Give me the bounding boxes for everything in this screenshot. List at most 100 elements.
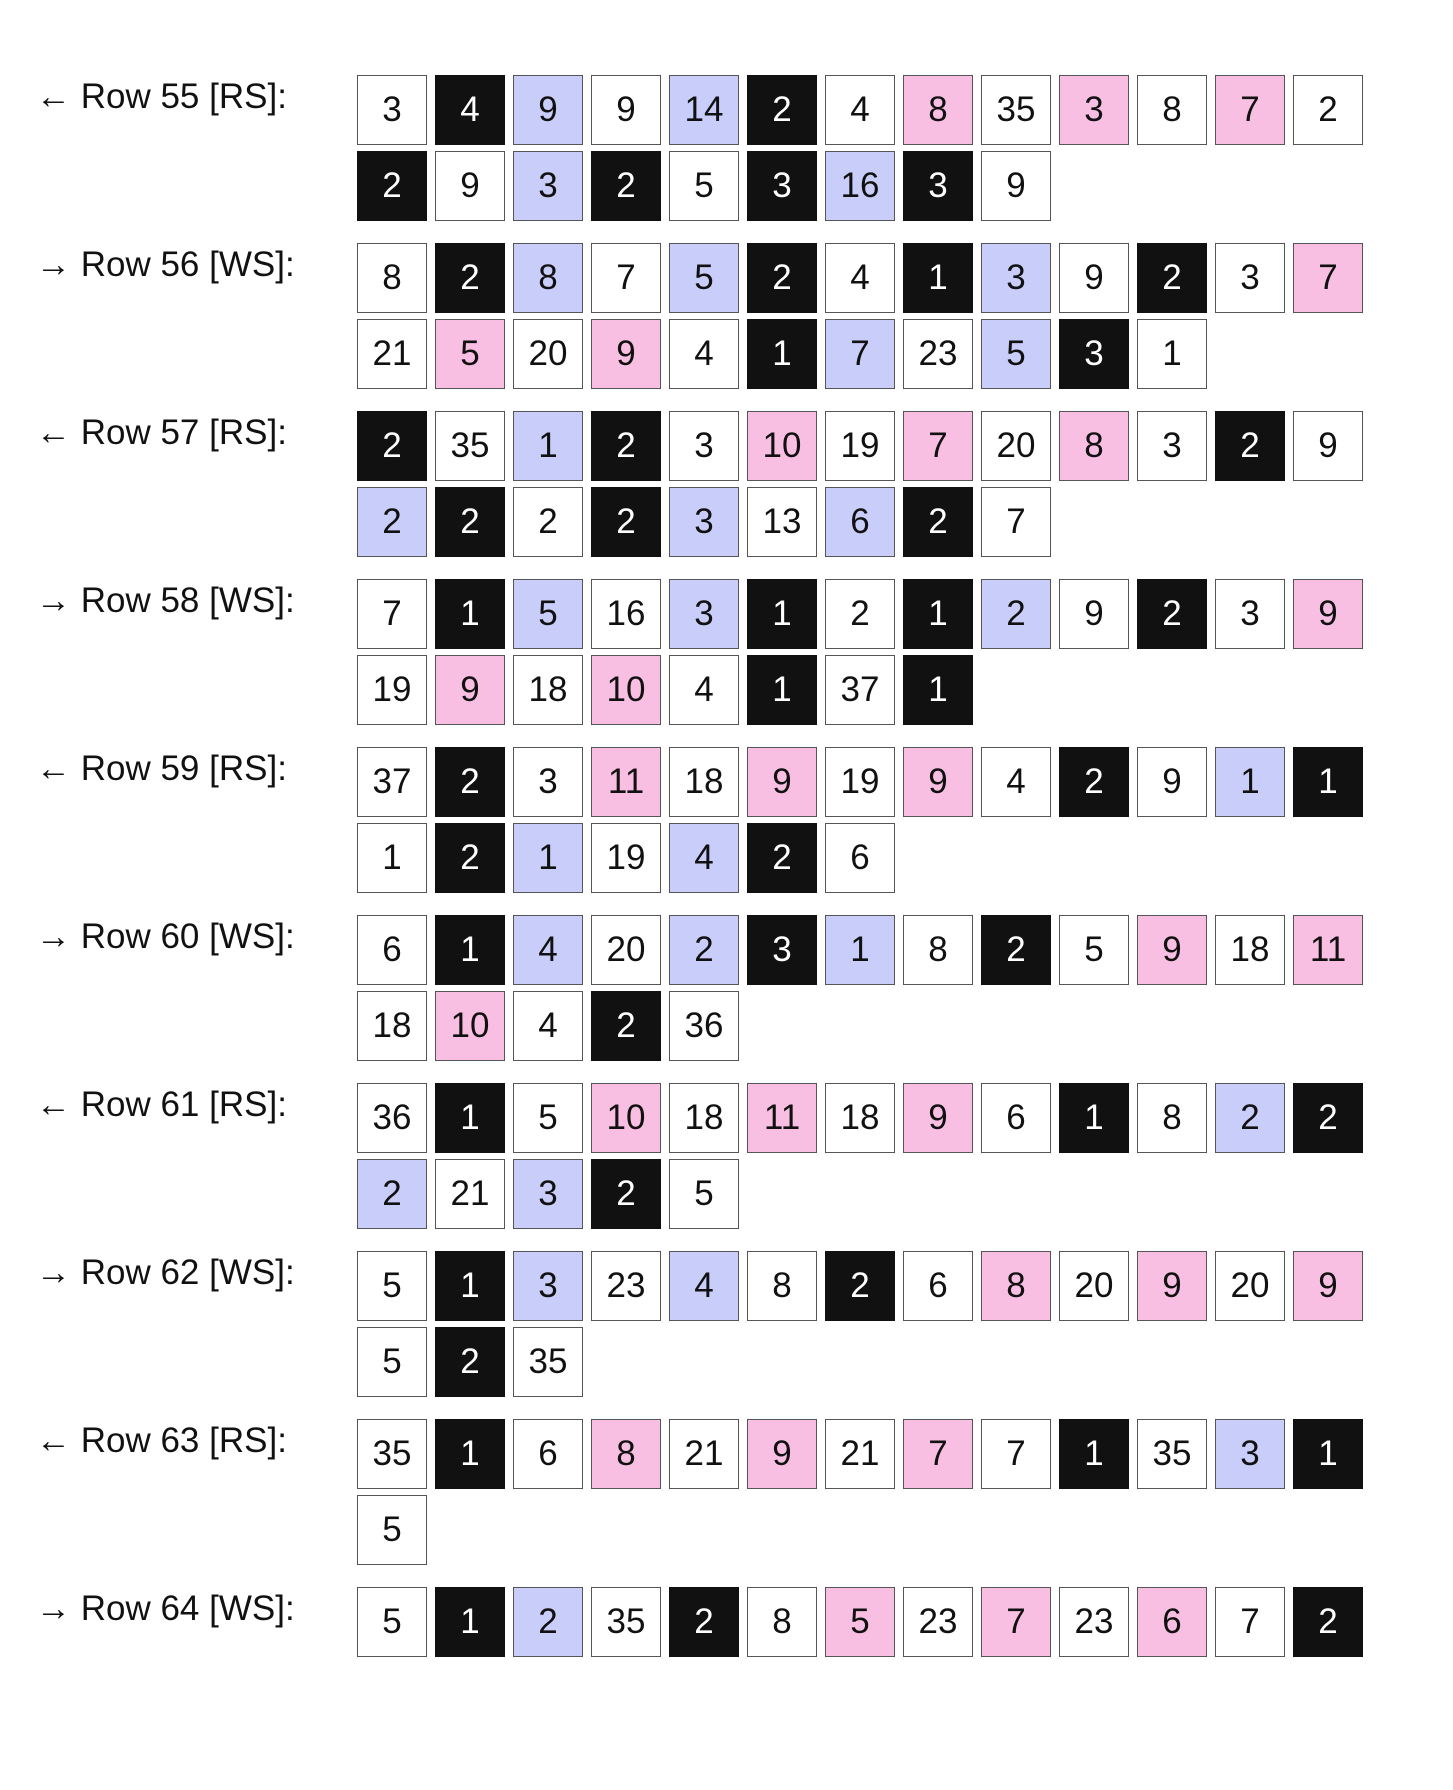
stitch-cell: 9 (1293, 579, 1363, 649)
stitch-cell: 2 (591, 991, 661, 1061)
stitch-cell: 1 (435, 1587, 505, 1657)
stitch-cell: 1 (903, 243, 973, 313)
stitch-cell: 5 (357, 1327, 427, 1397)
stitch-cell: 19 (825, 411, 895, 481)
row-group: → Row 56 [WS]: 8 2 8 7 5 2 4 1 3 9 2 3 7 21 5 20 9 4 1 7 23 5 3… (0, 243, 1373, 389)
row-group: → Row 60 [WS]: 6 1 4 20 2 3 1 8 2 5 9 18 11 18 10 4 2 36 (0, 915, 1373, 1061)
row-label: → Row 60 [WS]: (36, 917, 295, 956)
stitch-cell: 4 (669, 655, 739, 725)
row-group: ← Row 57 [RS]: 2 35 1 2 3 10 19 7 20 8 3 2 9 2 2 2 2 3 13 6 2… (0, 411, 1373, 557)
stitch-cell: 5 (669, 1159, 739, 1229)
stitch-cell: 8 (747, 1251, 817, 1321)
stitch-cell: 5 (669, 151, 739, 221)
stitch-cell: 3 (669, 579, 739, 649)
stitch-cell: 5 (669, 243, 739, 313)
stitch-cell: 5 (357, 1495, 427, 1565)
stitch-cell: 2 (1137, 243, 1207, 313)
stitch-cell: 9 (1059, 243, 1129, 313)
stitch-cell: 3 (357, 75, 427, 145)
stitch-cell: 1 (1293, 1419, 1363, 1489)
stitch-cell: 8 (903, 915, 973, 985)
stitch-cell: 6 (1137, 1587, 1207, 1657)
stitch-cell: 35 (513, 1327, 583, 1397)
stitch-cell: 2 (669, 1587, 739, 1657)
stitch-cell: 35 (357, 1419, 427, 1489)
stitch-cell: 2 (747, 823, 817, 893)
row-label: ← Row 61 [RS]: (36, 1085, 287, 1124)
stitch-cell: 7 (903, 411, 973, 481)
stitch-cell: 2 (747, 243, 817, 313)
stitch-cell: 19 (357, 655, 427, 725)
row-group: → Row 64 [WS]: 5 1 2 35 2 8 5 23 7 23 6 7 2 (0, 1587, 1373, 1657)
stitch-cell: 23 (1059, 1587, 1129, 1657)
row-label: ← Row 59 [RS]: (36, 749, 287, 788)
stitch-cells: 5 1 3 23 4 8 2 6 8 20 9 20 9 5 2 35 (357, 1251, 1373, 1397)
stitch-cell: 2 (1293, 1083, 1363, 1153)
stitch-cell: 5 (357, 1587, 427, 1657)
stitch-cell: 1 (435, 1083, 505, 1153)
stitch-cell: 8 (1059, 411, 1129, 481)
stitch-cell: 1 (435, 915, 505, 985)
stitch-cell: 3 (1215, 579, 1285, 649)
stitch-cell: 2 (825, 579, 895, 649)
stitch-cell: 3 (513, 747, 583, 817)
row-group: → Row 62 [WS]: 5 1 3 23 4 8 2 6 8 20 9 20 9 5 2 35 (0, 1251, 1373, 1397)
stitch-cell: 20 (513, 319, 583, 389)
row-label: ← Row 55 [RS]: (36, 77, 287, 116)
stitch-cell: 5 (357, 1251, 427, 1321)
stitch-cell: 36 (357, 1083, 427, 1153)
stitch-cell: 9 (747, 1419, 817, 1489)
row-label: → Row 58 [WS]: (36, 581, 295, 620)
stitch-cell: 1 (747, 319, 817, 389)
stitch-cell: 9 (903, 747, 973, 817)
stitch-cell: 2 (435, 243, 505, 313)
stitch-cell: 36 (669, 991, 739, 1061)
stitch-cell: 7 (981, 1419, 1051, 1489)
stitch-cell: 20 (981, 411, 1051, 481)
row-label: → Row 64 [WS]: (36, 1589, 295, 1628)
stitch-cells: 7 1 5 16 3 1 2 1 2 9 2 3 9 19 9 18 10 4 1 37 1 (357, 579, 1373, 725)
stitch-cell: 11 (747, 1083, 817, 1153)
stitch-cell: 3 (1059, 319, 1129, 389)
stitch-cell: 1 (435, 1419, 505, 1489)
stitch-cell: 10 (747, 411, 817, 481)
stitch-cell: 20 (591, 915, 661, 985)
stitch-cell: 35 (591, 1587, 661, 1657)
stitch-cell: 9 (903, 1083, 973, 1153)
stitch-cell: 20 (1215, 1251, 1285, 1321)
stitch-cell: 14 (669, 75, 739, 145)
stitch-cell: 2 (1293, 75, 1363, 145)
stitch-cell: 2 (1059, 747, 1129, 817)
stitch-cells: 36 1 5 10 18 11 18 9 6 1 8 2 2 2 21 3 2 5 (357, 1083, 1373, 1229)
stitch-cell: 1 (747, 655, 817, 725)
stitch-cell: 1 (1059, 1419, 1129, 1489)
knitting-chart: ← Row 55 [RS]: 3 4 9 9 14 2 4 8 35 3 8 7 2 2 9 3 2 5 3 16 3 9 →… (0, 75, 1373, 1679)
stitch-cell: 2 (435, 823, 505, 893)
stitch-cell: 8 (357, 243, 427, 313)
stitch-cell: 18 (1215, 915, 1285, 985)
stitch-cell: 21 (357, 319, 427, 389)
stitch-cells: 2 35 1 2 3 10 19 7 20 8 3 2 9 2 2 2 2 3 13 6 2 7 (357, 411, 1373, 557)
stitch-cell: 1 (903, 579, 973, 649)
stitch-cell: 9 (591, 319, 661, 389)
stitch-cell: 18 (357, 991, 427, 1061)
stitch-cell: 7 (981, 487, 1051, 557)
stitch-cell: 4 (513, 915, 583, 985)
stitch-cell: 16 (591, 579, 661, 649)
stitch-cell: 9 (1059, 579, 1129, 649)
stitch-cell: 1 (825, 915, 895, 985)
stitch-cell: 21 (825, 1419, 895, 1489)
stitch-cell: 7 (1293, 243, 1363, 313)
stitch-cell: 3 (1215, 243, 1285, 313)
stitch-cell: 16 (825, 151, 895, 221)
stitch-cell: 3 (669, 487, 739, 557)
stitch-cell: 2 (435, 487, 505, 557)
stitch-cell: 4 (825, 243, 895, 313)
stitch-cell: 7 (825, 319, 895, 389)
stitch-cell: 7 (357, 579, 427, 649)
stitch-cell: 9 (1137, 915, 1207, 985)
stitch-cell: 5 (981, 319, 1051, 389)
stitch-cell: 23 (903, 1587, 973, 1657)
stitch-cell: 4 (669, 1251, 739, 1321)
stitch-cell: 2 (1215, 411, 1285, 481)
